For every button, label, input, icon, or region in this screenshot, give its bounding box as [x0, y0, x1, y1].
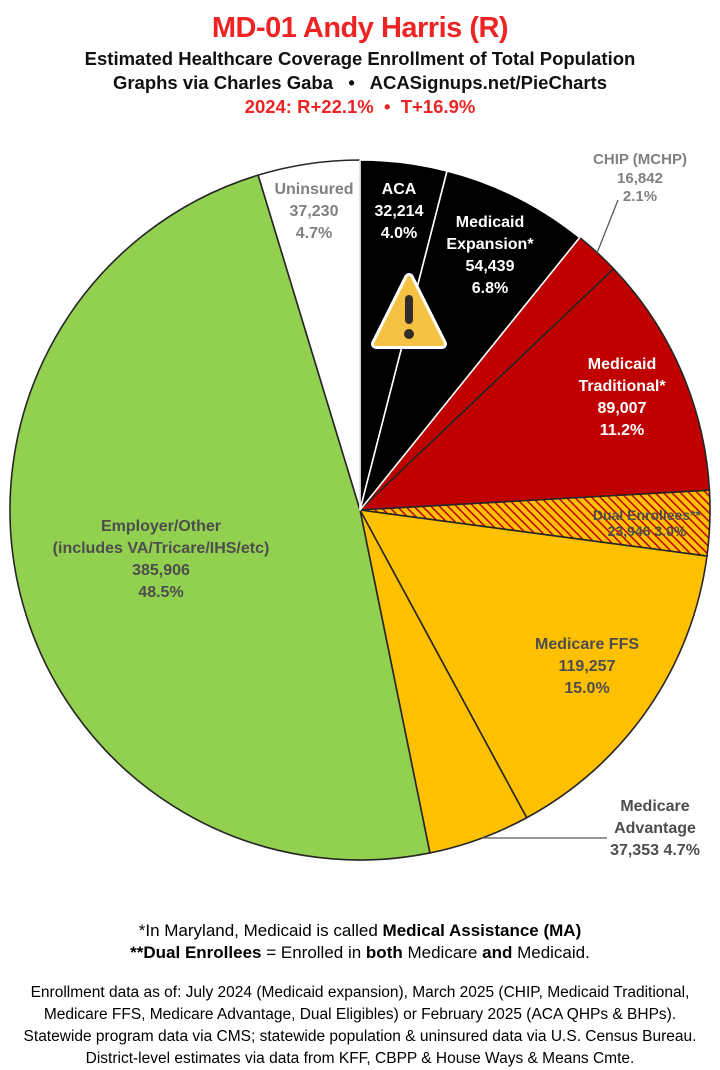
pie-slice-employer-other — [9, 174, 431, 861]
pie-slice-medicare-ffs — [359, 509, 708, 819]
slice-label-medicaid-expansion: Medicaid Expansion* 54,439 6.8% — [446, 214, 534, 297]
exclamation-dot — [404, 329, 414, 339]
chart-subtitle: Estimated Healthcare Coverage Enrollment… — [84, 48, 636, 69]
slice-label-medicaid-traditional: Medicaid Traditional* 89,007 11.2% — [578, 356, 666, 439]
credit-line: Graphs via Charles Gaba • ACASignups.net… — [112, 72, 608, 93]
slice-label-uninsured: Uninsured 37,230 4.7% — [274, 181, 354, 242]
slice-label-medicare-ffs: Medicare FFS 119,257 15.0% — [534, 636, 640, 697]
slice-label-medicare-advantage: Medicare Advantage 37,353 4.7% — [610, 798, 700, 859]
pie-slice-medicaid-expansion — [359, 170, 581, 511]
chip-leader-line — [596, 199, 619, 254]
exclamation-bar — [405, 295, 413, 324]
page-title: MD-01 Andy Harris (R) — [211, 12, 509, 44]
footnote-medicaid-name: *In Maryland, Medicaid is called Medical… — [138, 921, 582, 940]
slice-label-aca: ACA 32,214 4.0% — [374, 181, 424, 242]
data-source-note: Enrollment data as of: July 2024 (Medica… — [23, 984, 697, 1067]
footnote-dual-enrollees: **Dual Enrollees = Enrolled in both Medi… — [130, 943, 590, 962]
pie-slices-group — [9, 159, 711, 861]
slice-label-employer-other: Employer/Other (includes VA/Tricare/IHS/… — [52, 518, 270, 601]
pie-slice-medicaid-traditional — [359, 268, 711, 511]
warning-icon — [371, 273, 447, 349]
partisan-lean-line: 2024: R+22.1% • T+16.9% — [244, 96, 476, 117]
slice-label-chip: CHIP (MCHP) 16,842 2.1% — [593, 151, 687, 205]
slice-label-dual-enrollees: Dual Enrollees** 23,946 3.0% — [592, 507, 702, 539]
